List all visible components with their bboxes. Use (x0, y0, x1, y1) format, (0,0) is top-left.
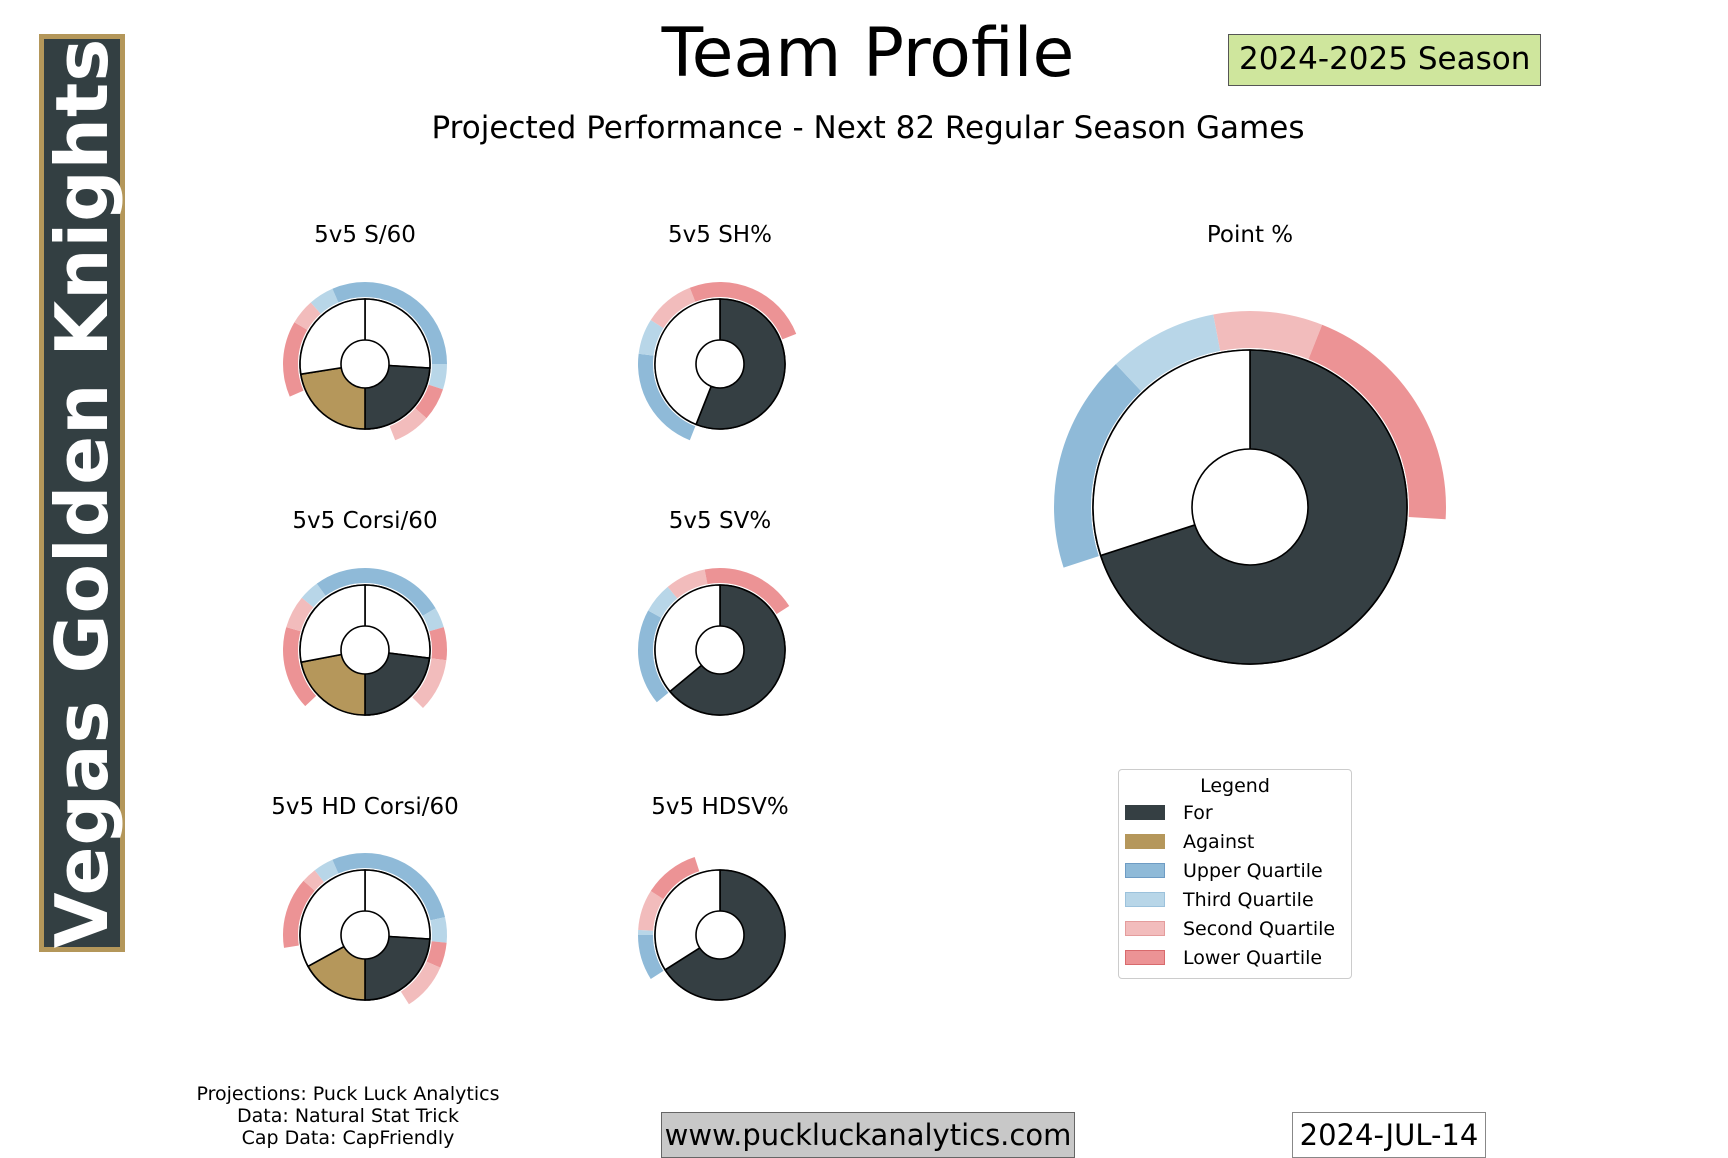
legend-swatch (1125, 892, 1165, 907)
quartile-band-for-lower (426, 941, 447, 968)
legend-label: Third Quartile (1183, 889, 1314, 911)
donut-hole (695, 910, 745, 960)
page-subtitle: Projected Performance - Next 82 Regular … (431, 110, 1305, 146)
date-badge: 2024-JUL-14 (1292, 1112, 1486, 1158)
quartile-band-for-third (430, 917, 447, 943)
quartile-band-upper (638, 935, 664, 979)
quartile-band-for-lower (415, 384, 443, 419)
quartile-band-against-lower (283, 322, 308, 397)
legend-item: Upper Quartile (1119, 857, 1351, 886)
donut-hole (695, 339, 745, 389)
donut-hole (340, 339, 390, 389)
legend-item: For (1119, 799, 1351, 828)
quartile-band-for-second (389, 408, 427, 441)
chart-title: 5v5 HDSV% (651, 794, 788, 820)
chart-title: Point % (1207, 222, 1293, 248)
quartile-band-lower (1308, 324, 1446, 520)
team-banner: Vegas Golden Knights (39, 34, 125, 952)
for-remaining-wedge (654, 298, 721, 426)
for-remaining-wedge (654, 584, 721, 693)
quartile-band-lower (689, 281, 797, 340)
quartile-band-for-lower (429, 627, 447, 661)
credit-cap-data: Cap Data: CapFriendly (241, 1127, 455, 1149)
legend-label: Against (1183, 831, 1255, 853)
quartile-band-against-upper (316, 568, 365, 596)
quartile-band-third (1115, 314, 1221, 392)
donut-chart: 5v5 SH% (638, 222, 797, 441)
quartile-band-upper (1054, 364, 1142, 568)
donut-hole (1191, 448, 1309, 566)
donut-chart: Point % (1054, 222, 1446, 665)
legend-item: Third Quartile (1119, 886, 1351, 915)
quartile-band-upper (638, 610, 669, 703)
legend-item: Lower Quartile (1119, 944, 1351, 973)
quartile-band-against-second (294, 302, 321, 330)
page-title: Team Profile (661, 14, 1075, 93)
quartile-band-lower (650, 857, 700, 900)
chart-title: 5v5 SV% (669, 508, 771, 534)
donut-chart: 5v5 HDSV% (638, 794, 789, 1001)
legend-swatch (1125, 950, 1165, 965)
legend: Legend For Against Upper Quartile Third Qua… (1118, 769, 1352, 979)
legend-items: For Against Upper Quartile Third Quartile Se… (1119, 799, 1351, 973)
quartile-band-for-third (428, 364, 447, 390)
quartile-band-second (1213, 311, 1323, 360)
chart-title: 5v5 SH% (668, 222, 772, 248)
donut-chart: 5v5 S/60 (283, 222, 447, 441)
legend-label: Second Quartile (1183, 918, 1336, 940)
donut-chart: 5v5 Corsi/60 (283, 508, 447, 716)
legend-item: Against (1119, 828, 1351, 857)
quartile-band-for-upper (365, 568, 436, 616)
legend-label: Upper Quartile (1183, 860, 1323, 882)
quartile-band-second (667, 569, 708, 599)
quartile-band-second (650, 287, 696, 329)
credits: Projections: Puck Luck Analytics Data: N… (170, 1083, 526, 1149)
quartile-band-against-upper (332, 282, 365, 303)
donut-hole (695, 625, 745, 675)
donut-chart: 5v5 HD Corsi/60 (271, 794, 459, 1005)
legend-label: For (1183, 802, 1213, 824)
quartile-band-for-third (422, 608, 444, 632)
legend-swatch (1125, 863, 1165, 878)
quartile-band-against-lower (283, 880, 315, 948)
quartile-band-against-third (310, 288, 339, 314)
quartile-band-for-upper (365, 853, 446, 921)
donut-chart: 5v5 SV% (638, 508, 790, 716)
quartile-band-against-second (303, 870, 324, 891)
quartile-band-third (638, 929, 654, 935)
quartile-band-for-upper (365, 282, 447, 364)
quartile-band-against-third (301, 583, 326, 608)
legend-item: Second Quartile (1119, 915, 1351, 944)
legend-swatch (1125, 921, 1165, 936)
quartile-band-for-second (412, 658, 447, 708)
quartile-band-against-lower (283, 627, 317, 707)
quartile-band-against-upper (332, 853, 365, 874)
chart-title: 5v5 Corsi/60 (292, 508, 437, 534)
legend-label: Lower Quartile (1183, 947, 1323, 969)
quartile-band-lower (704, 568, 790, 615)
credit-projections: Projections: Puck Luck Analytics (196, 1083, 500, 1105)
donut-hole (340, 625, 390, 675)
quartile-band-for-second (400, 961, 441, 1005)
chart-title: 5v5 S/60 (314, 222, 416, 248)
quartile-band-against-third (314, 859, 339, 883)
season-badge: 2024-2025 Season (1228, 34, 1542, 86)
credit-data: Data: Natural Stat Trick (237, 1105, 459, 1127)
quartile-band-against-second (286, 597, 314, 632)
quartile-band-upper (638, 353, 696, 441)
quartile-band-second (638, 891, 664, 931)
website-link[interactable]: www.puckluckanalytics.com (661, 1112, 1075, 1158)
legend-swatch (1125, 834, 1165, 849)
quartile-band-third (648, 586, 678, 618)
quartile-band-third (638, 320, 664, 356)
chart-title: 5v5 HD Corsi/60 (271, 794, 458, 820)
legend-swatch (1125, 805, 1165, 820)
legend-title: Legend (1200, 775, 1270, 797)
donut-hole (340, 910, 390, 960)
